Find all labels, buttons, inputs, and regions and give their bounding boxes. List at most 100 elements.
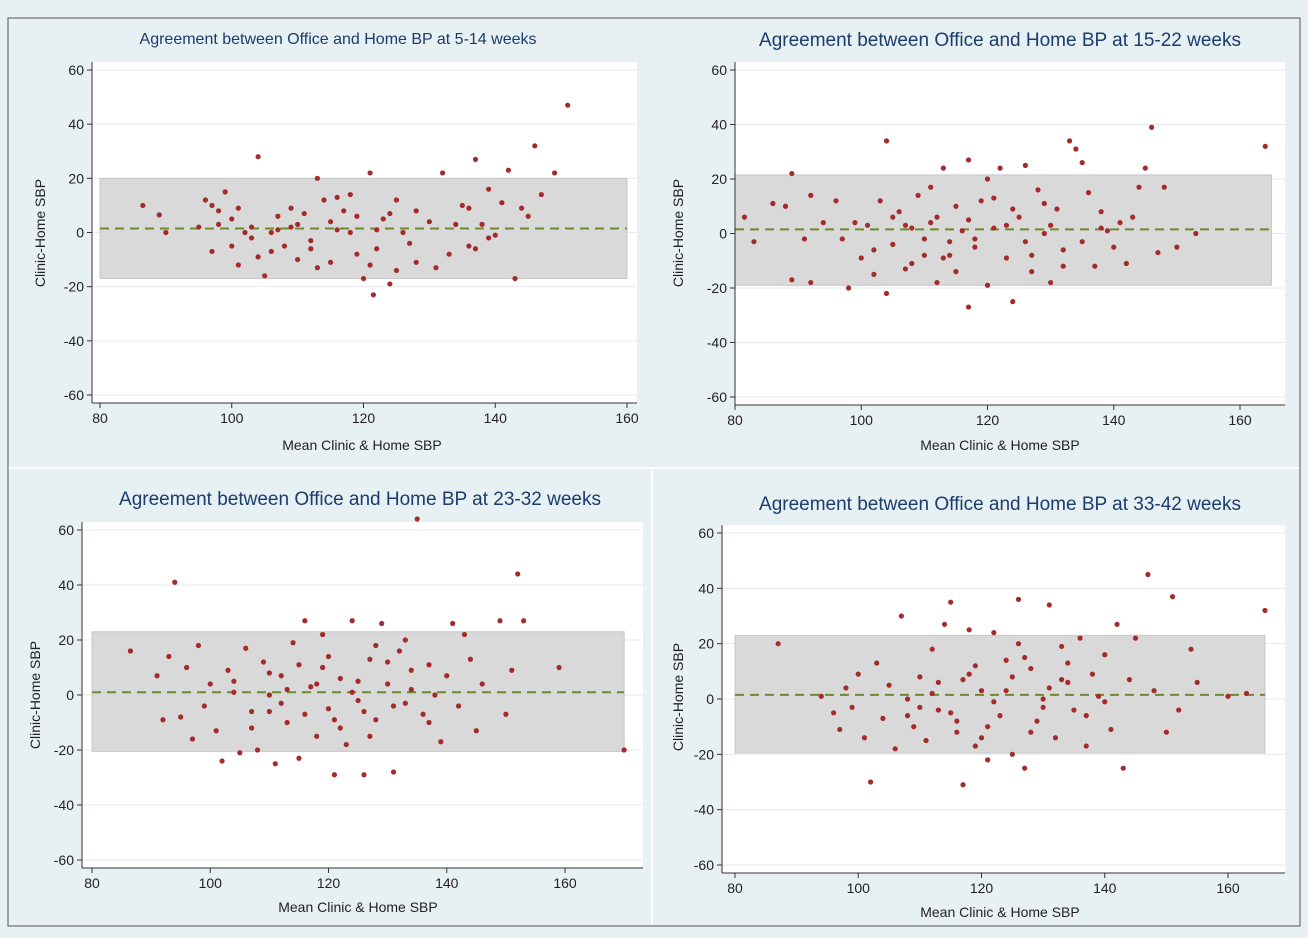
data-point (207, 681, 213, 687)
data-point (751, 239, 757, 245)
data-point (444, 673, 450, 679)
data-point (892, 746, 898, 752)
data-point (237, 750, 243, 756)
data-point (243, 645, 249, 651)
data-point (864, 222, 871, 228)
data-point (991, 630, 997, 636)
data-point (260, 659, 267, 665)
data-point (886, 682, 892, 688)
data-point (459, 202, 465, 209)
data-point (370, 292, 376, 298)
data-point (1060, 247, 1066, 253)
y-tick-label: 60 (711, 62, 727, 78)
data-point (1009, 674, 1015, 680)
data-point (965, 217, 972, 223)
data-point (408, 686, 414, 693)
data-point (1066, 138, 1073, 144)
data-point (909, 225, 915, 231)
data-point (1136, 184, 1142, 190)
data-point (347, 229, 353, 236)
data-point (1123, 260, 1129, 267)
data-point (275, 213, 281, 219)
y-tick-label: 20 (68, 170, 84, 186)
data-point (1028, 729, 1034, 735)
data-point (414, 516, 420, 522)
data-point (249, 725, 255, 731)
data-point (455, 703, 462, 709)
data-point (450, 620, 456, 627)
data-point (935, 679, 941, 686)
data-point (782, 203, 789, 209)
data-point (505, 167, 512, 173)
data-point (741, 214, 748, 220)
data-point (909, 260, 915, 267)
data-point (140, 202, 146, 209)
data-point (1155, 249, 1161, 256)
data-point (960, 677, 966, 683)
data-point (361, 772, 367, 778)
data-point (1120, 765, 1126, 771)
data-point (361, 708, 367, 715)
data-point (1193, 230, 1199, 237)
data-point (1149, 124, 1155, 130)
data-point (1194, 679, 1200, 686)
data-point (355, 697, 361, 704)
data-point (290, 640, 296, 646)
data-point (266, 670, 272, 676)
data-point (965, 157, 972, 163)
data-point (1028, 665, 1034, 672)
data-point (347, 191, 353, 198)
y-axis-label: Clinic-Home SBP (670, 643, 686, 751)
data-point (229, 243, 235, 249)
y-tick-label: 60 (68, 62, 84, 78)
y-tick-label: 40 (68, 116, 84, 132)
x-tick-label: 140 (484, 410, 508, 426)
data-point (917, 674, 923, 680)
data-point (565, 102, 571, 108)
data-point (231, 689, 237, 695)
data-point (953, 203, 959, 209)
data-point (472, 156, 479, 162)
data-point (1169, 594, 1176, 600)
data-point (201, 703, 207, 709)
y-tick-label: -60 (694, 857, 714, 873)
data-point (948, 710, 954, 716)
data-point (935, 707, 941, 713)
data-point (921, 252, 927, 258)
data-point (373, 717, 379, 723)
data-point (466, 205, 472, 211)
data-point (1060, 263, 1066, 269)
data-point (818, 693, 824, 699)
panel-title: Agreement between Office and Home BP at … (119, 489, 601, 510)
data-point (446, 251, 452, 257)
data-point (1104, 228, 1111, 234)
data-point (486, 186, 492, 192)
data-point (308, 246, 314, 252)
data-point (849, 704, 855, 710)
data-point (1048, 279, 1054, 286)
data-point (1098, 209, 1104, 215)
data-point (890, 214, 896, 220)
data-point (380, 216, 386, 222)
data-point (985, 724, 991, 730)
data-point (393, 267, 400, 274)
panel-title: Agreement between Office and Home BP at … (140, 31, 537, 48)
data-point (1132, 635, 1139, 641)
data-point (497, 618, 503, 624)
y-tick-label: 40 (698, 580, 714, 596)
data-point (947, 252, 953, 258)
data-point (1073, 146, 1079, 152)
x-tick-label: 80 (84, 875, 100, 891)
data-point (266, 692, 272, 698)
data-point (172, 579, 178, 585)
data-point (327, 219, 334, 225)
data-point (947, 239, 953, 245)
data-point (532, 143, 538, 149)
data-point (1065, 679, 1071, 686)
data-point (1029, 269, 1035, 275)
data-point (1188, 646, 1194, 652)
y-tick-label: 0 (719, 226, 727, 242)
data-point (978, 688, 985, 694)
data-point (387, 281, 393, 287)
data-point (222, 189, 228, 195)
